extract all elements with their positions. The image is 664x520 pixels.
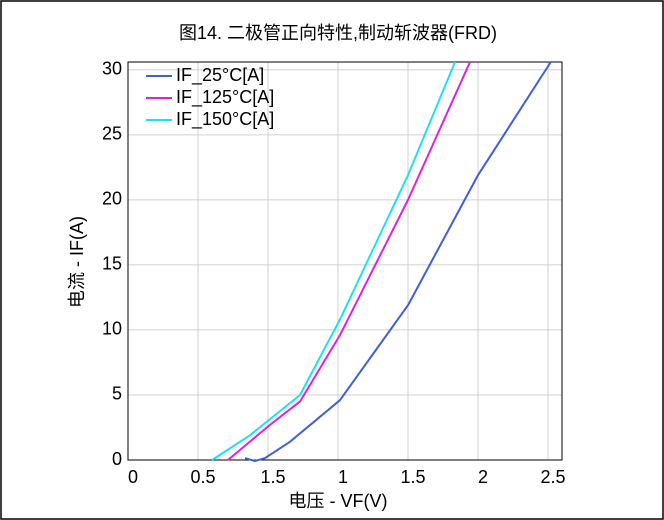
y-tick-label: 20: [102, 189, 122, 209]
x-axis-label: 电压 - VF(V): [289, 491, 388, 511]
x-tick-label: 2: [478, 467, 488, 487]
legend-label: IF_150°C[A]: [176, 109, 274, 130]
x-tick-label: 1: [338, 467, 348, 487]
x-tick-label: 1.5: [400, 467, 425, 487]
legend-label: IF_25°C[A]: [176, 65, 264, 86]
series-line: [211, 61, 456, 461]
y-tick-label: 0: [112, 449, 122, 469]
y-tick-label: 15: [102, 254, 122, 274]
chart-title: 图14. 二极管正向特性,制动斩波器(FRD): [179, 23, 497, 43]
y-tick-label: 30: [102, 59, 122, 79]
legend-label: IF_125°C[A]: [176, 87, 274, 108]
x-tick-label: 0: [128, 467, 138, 487]
y-tick-label: 5: [112, 384, 122, 404]
x-tick-label: 2.5: [540, 467, 565, 487]
y-tick-label: 25: [102, 124, 122, 144]
y-tick-label: 10: [102, 319, 122, 339]
series-line: [227, 61, 471, 461]
x-tick-label: 1.5: [260, 467, 285, 487]
plot-area: [127, 61, 563, 461]
x-tick-label: 0.5: [190, 467, 215, 487]
y-axis-label: 电流 - IF(A): [67, 216, 87, 308]
series-line: [244, 61, 552, 463]
